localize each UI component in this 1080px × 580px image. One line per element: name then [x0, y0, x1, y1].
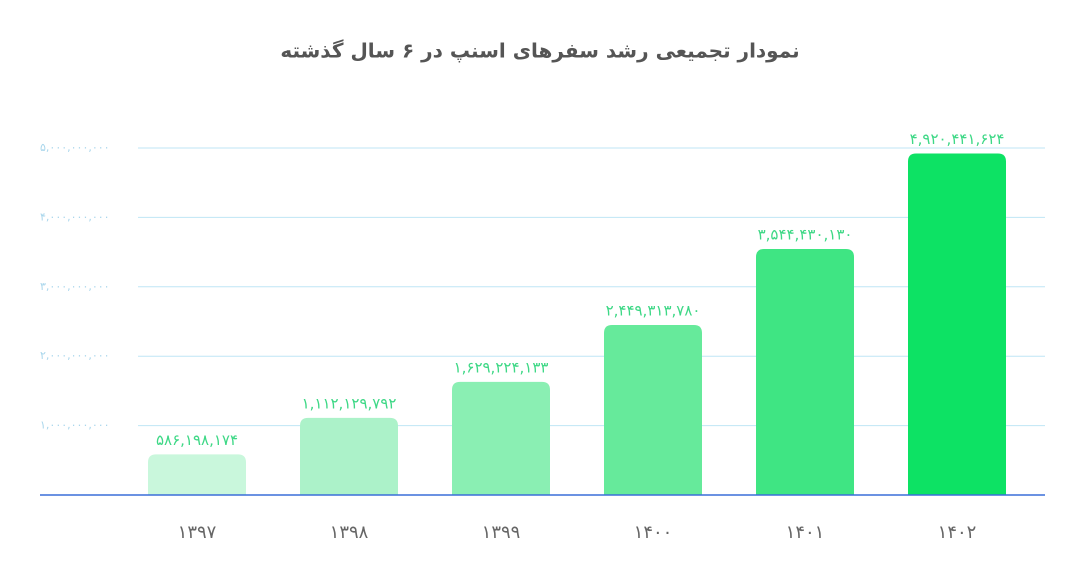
chart-title: نمودار تجمیعی رشد سفرهای اسنپ در ۶ سال گ…: [280, 39, 799, 63]
bar: [452, 381, 550, 495]
y-tick-label: ۵,۰۰۰,۰۰۰,۰۰۰: [40, 141, 110, 154]
x-tick-label: ۱۳۹۷: [178, 522, 217, 543]
bar: [604, 325, 702, 495]
bar: [148, 454, 246, 495]
y-tick-label: ۴,۰۰۰,۰۰۰,۰۰۰: [40, 210, 110, 223]
bar: [300, 417, 398, 495]
value-label: ۱,۱۱۲,۱۲۹,۷۹۲: [302, 394, 397, 412]
bar: [756, 249, 854, 495]
y-tick-label: ۳,۰۰۰,۰۰۰,۰۰۰: [40, 280, 110, 293]
value-label: ۳,۵۴۴,۴۳۰,۱۳۰: [758, 226, 853, 244]
value-label: ۴,۹۲۰,۴۴۱,۶۲۴: [910, 130, 1005, 148]
value-label: ۲,۴۴۹,۳۱۳,۷۸۰: [606, 302, 701, 320]
value-label: ۱,۶۲۹,۲۲۴,۱۳۳: [454, 358, 549, 376]
y-tick-label: ۱,۰۰۰,۰۰۰,۰۰۰: [40, 419, 110, 432]
bar: [908, 153, 1006, 495]
x-tick-label: ۱۳۹۸: [330, 522, 369, 543]
x-tick-label: ۱۳۹۹: [482, 522, 521, 543]
x-tick-label: ۱۴۰۰: [634, 522, 673, 543]
x-tick-label: ۱۴۰۲: [938, 522, 977, 543]
x-tick-label: ۱۴۰۱: [786, 522, 825, 543]
value-label: ۵۸۶,۱۹۸,۱۷۴: [156, 431, 238, 449]
y-tick-label: ۲,۰۰۰,۰۰۰,۰۰۰: [40, 349, 110, 362]
